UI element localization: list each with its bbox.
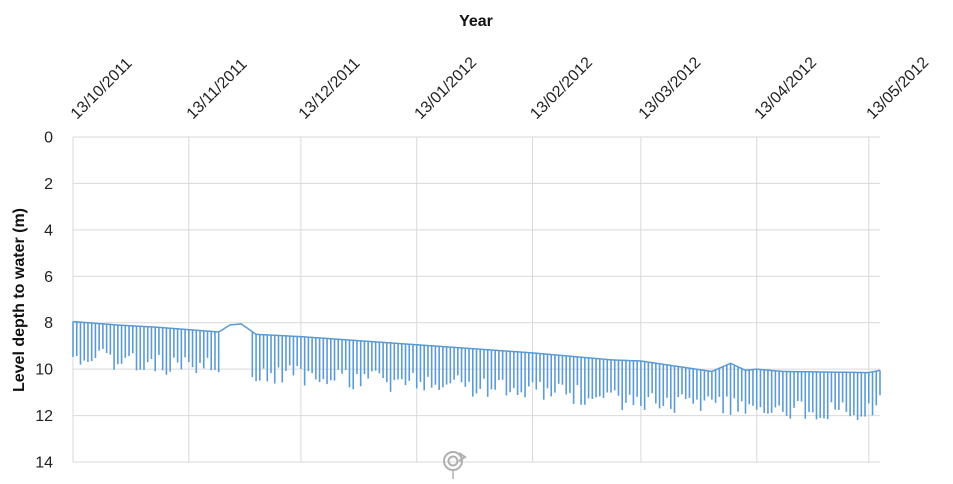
x-tick-label-5: 13/03/2012 (636, 54, 705, 123)
series-upper-envelope (73, 320, 881, 374)
x-tick-label-3: 13/01/2012 (412, 54, 481, 123)
y-tick-label-1: 2 (44, 176, 53, 193)
x-tick-label-0: 13/10/2011 (68, 55, 136, 123)
y-tick-labels: 0 2 4 6 8 10 12 14 (35, 130, 53, 472)
refresh-icon (443, 451, 467, 479)
y-axis-title: Level depth to water (m) (11, 208, 28, 392)
x-tick-label-7: 13/05/2012 (864, 54, 933, 123)
x-tick-label-2: 13/12/2011 (296, 55, 364, 123)
y-tick-label-4: 8 (44, 315, 53, 332)
y-tick-label-3: 6 (44, 269, 53, 286)
x-tick-label-6: 13/04/2012 (752, 54, 821, 123)
y-tick-label-0: 0 (44, 130, 53, 147)
y-tick-label-6: 12 (35, 408, 53, 425)
x-tick-label-1: 13/11/2011 (184, 56, 251, 123)
x-tick-label-4: 13/02/2012 (527, 54, 596, 123)
y-tick-label-5: 10 (35, 362, 53, 379)
y-tick-label-7: 14 (35, 455, 53, 472)
gridlines (72, 136, 880, 463)
series-fluctuation-bars (72, 321, 881, 420)
x-tick-labels: 13/10/2011 13/11/2011 13/12/2011 13/01/2012… (68, 54, 933, 123)
y-tick-label-2: 4 (44, 222, 53, 239)
x-axis-title: Year (459, 13, 493, 30)
